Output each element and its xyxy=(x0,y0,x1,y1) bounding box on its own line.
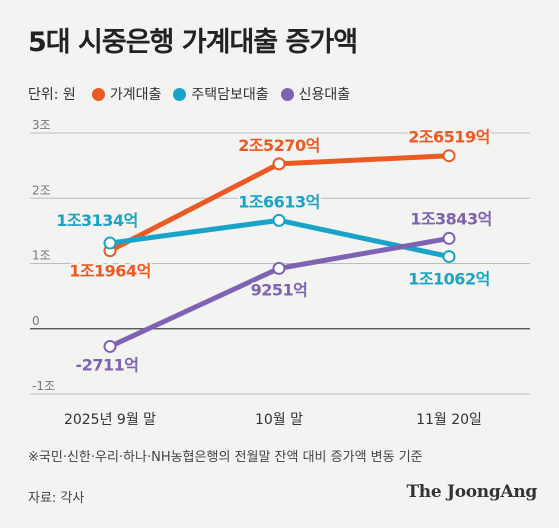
legend-dot-credit xyxy=(280,87,294,101)
data-label-mortgage: 1조3134억 xyxy=(56,211,138,230)
x-tick-label: 11월 20일 xyxy=(416,412,482,428)
data-point-household xyxy=(272,157,286,171)
data-point-mortgage xyxy=(272,213,286,227)
brand-logo: The JoongAng xyxy=(406,482,537,502)
data-label-household: 1조1964억 xyxy=(69,262,151,281)
legend-dot-household xyxy=(91,87,105,101)
data-point-credit xyxy=(103,339,117,353)
data-point-mortgage xyxy=(442,250,456,264)
footnote: ※국민·신한·우리·하나·NH농협은행의 전월말 잔액 대비 증가액 변동 기준 xyxy=(28,450,423,465)
x-tick-label: 2025년 9월 말 xyxy=(64,412,156,428)
data-point-household xyxy=(442,149,456,163)
y-tick-label: 2조 xyxy=(32,183,51,197)
unit-label: 단위: 원 xyxy=(28,87,76,103)
data-point-credit xyxy=(272,261,286,275)
data-label-mortgage: 1조1062억 xyxy=(408,270,490,289)
data-label-credit: 1조3843억 xyxy=(410,209,492,228)
data-point-credit xyxy=(442,231,456,245)
y-tick-label: 3조 xyxy=(32,118,51,132)
chart-title: 5대 시중은행 가계대출 증가액 xyxy=(28,27,358,58)
source-label: 자료: 각사 xyxy=(28,491,85,506)
legend-item-credit: 신용대출 xyxy=(280,84,351,104)
legend-dot-mortgage xyxy=(173,87,187,101)
data-label-mortgage: 1조6613억 xyxy=(238,192,320,211)
y-tick-label: 1조 xyxy=(32,249,51,263)
y-tick-label: 0 xyxy=(32,314,40,328)
legend-item-mortgage: 주택담보대출 xyxy=(173,84,269,104)
legend: 단위: 원 가계대출 주택담보대출 신용대출 xyxy=(28,84,362,104)
data-point-mortgage xyxy=(103,236,117,250)
data-label-credit: -2711억 xyxy=(76,355,139,374)
legend-label-household: 가계대출 xyxy=(109,87,162,103)
legend-label-mortgage: 주택담보대출 xyxy=(191,87,269,103)
legend-item-household: 가계대출 xyxy=(91,84,162,104)
y-tick-label: -1조 xyxy=(32,379,55,393)
data-label-household: 2조5270억 xyxy=(238,136,320,155)
data-label-household: 2조6519억 xyxy=(408,128,490,147)
x-tick-label: 10월 말 xyxy=(255,412,303,428)
legend-label-credit: 신용대출 xyxy=(298,87,351,103)
data-label-credit: 9251억 xyxy=(251,280,308,299)
